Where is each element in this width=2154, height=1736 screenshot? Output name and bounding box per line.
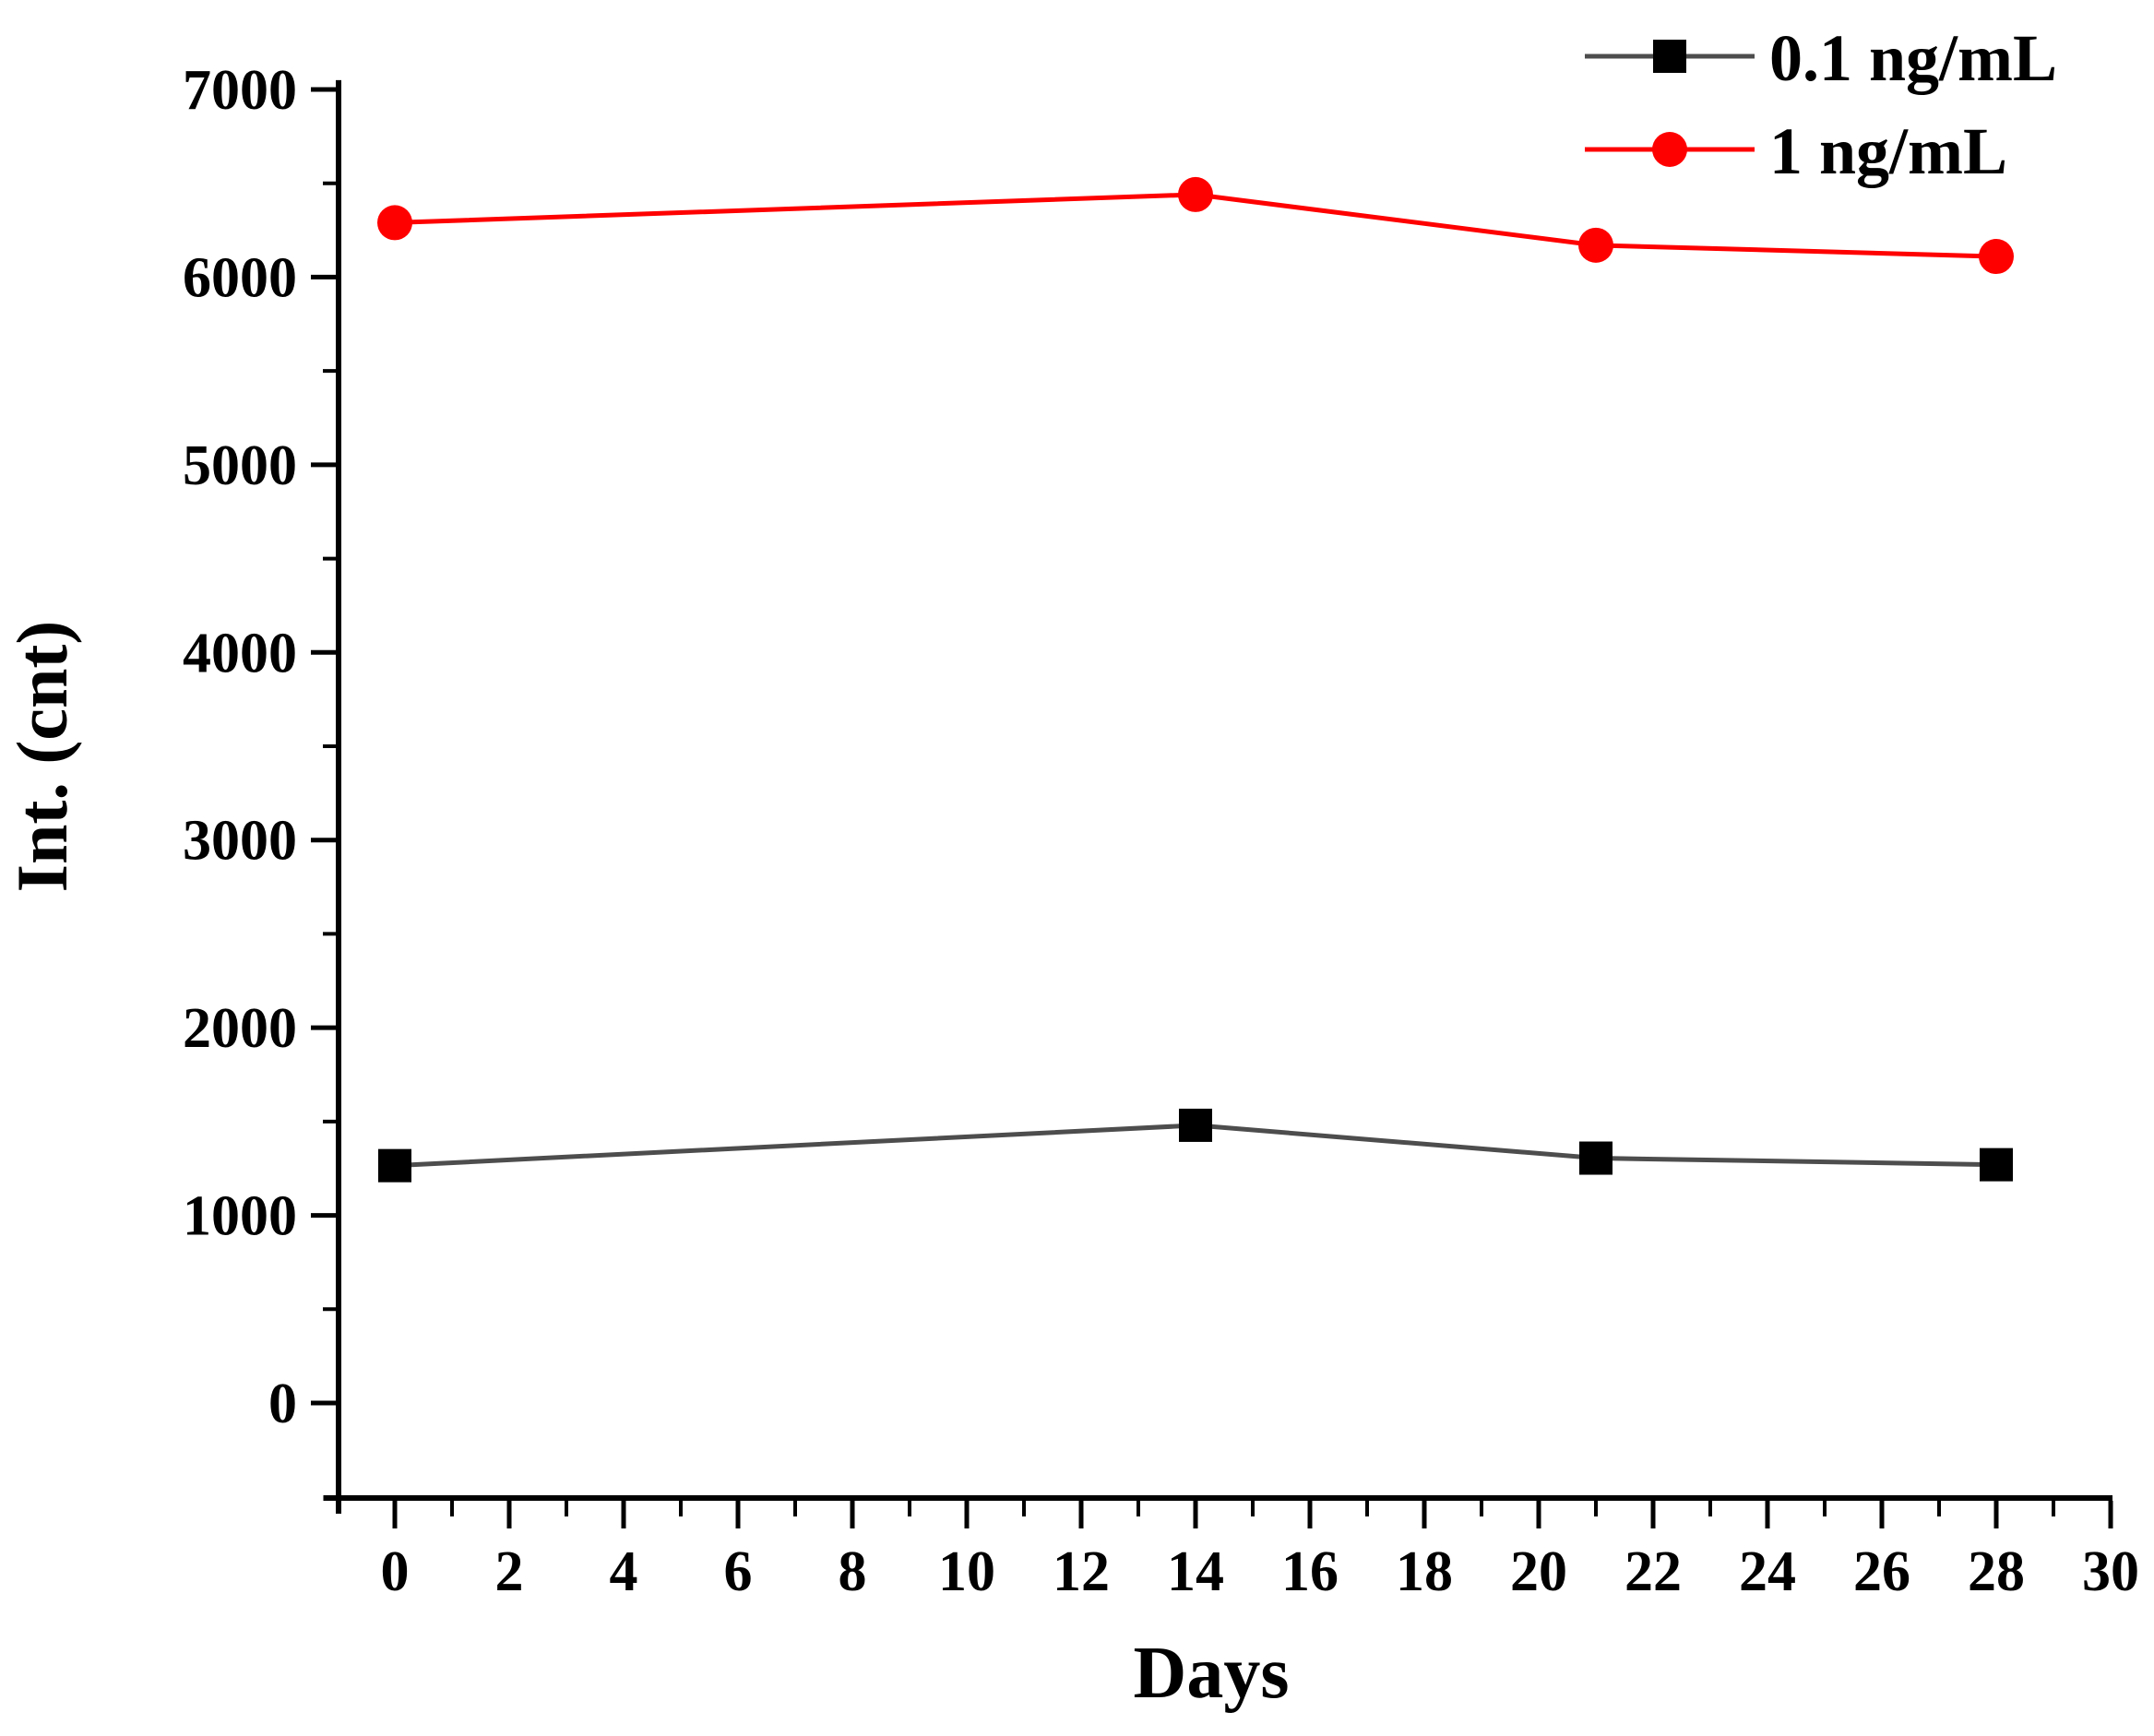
data-point-square [1179, 1108, 1212, 1142]
data-point-circle [1178, 176, 1213, 212]
x-tick-label: 28 [1968, 1540, 2025, 1603]
x-tick-label: 14 [1167, 1540, 1224, 1603]
x-tick-label: 18 [1396, 1540, 1453, 1603]
legend-item: 1 ng/mL [1585, 114, 2007, 188]
x-tick-label: 4 [610, 1540, 638, 1603]
x-tick-label: 12 [1053, 1540, 1110, 1603]
x-tick-label: 2 [495, 1540, 524, 1603]
data-point-square [1980, 1147, 2013, 1182]
y-tick-label: 2000 [183, 997, 297, 1060]
x-tick-label: 22 [1624, 1540, 1682, 1603]
legend-circle-marker [1652, 132, 1687, 167]
y-tick-label: 5000 [183, 434, 297, 497]
x-axis-title: Days [1134, 1633, 1290, 1714]
data-point-circle [377, 205, 412, 241]
x-tick-label: 26 [1853, 1540, 1910, 1603]
y-tick-label: 7000 [183, 59, 297, 122]
legend-label: 1 ng/mL [1769, 114, 2007, 188]
x-tick-label: 10 [938, 1540, 995, 1603]
y-tick-label: 4000 [183, 622, 297, 684]
series-line-square [394, 1123, 1997, 1169]
y-tick-label: 0 [268, 1373, 297, 1435]
legend-label: 0.1 ng/mL [1769, 21, 2057, 95]
y-tick-label: 3000 [183, 810, 297, 873]
x-tick-label: 30 [2082, 1540, 2139, 1603]
y-tick-label: 6000 [183, 246, 297, 309]
x-tick-label: 0 [381, 1540, 410, 1603]
y-tick-label: 1000 [183, 1185, 297, 1248]
y-axis-title: Int. (cnt) [2, 621, 82, 893]
data-point-square [1579, 1141, 1613, 1175]
x-tick-label: 20 [1510, 1540, 1567, 1603]
data-point-square [378, 1148, 411, 1183]
data-point-circle [1578, 227, 1613, 263]
data-point-circle [1979, 239, 2014, 275]
x-tick-label: 24 [1739, 1540, 1796, 1603]
x-tick-label: 6 [724, 1540, 753, 1603]
legend-item: 0.1 ng/mL [1585, 21, 2057, 95]
x-tick-label: 8 [839, 1540, 867, 1603]
series-layer [377, 176, 2014, 1183]
x-tick-label: 16 [1281, 1540, 1339, 1603]
series-line-circle [394, 192, 1997, 259]
legend: 0.1 ng/mL 1 ng/mL [1585, 21, 2057, 188]
legend-square-marker [1653, 40, 1686, 73]
